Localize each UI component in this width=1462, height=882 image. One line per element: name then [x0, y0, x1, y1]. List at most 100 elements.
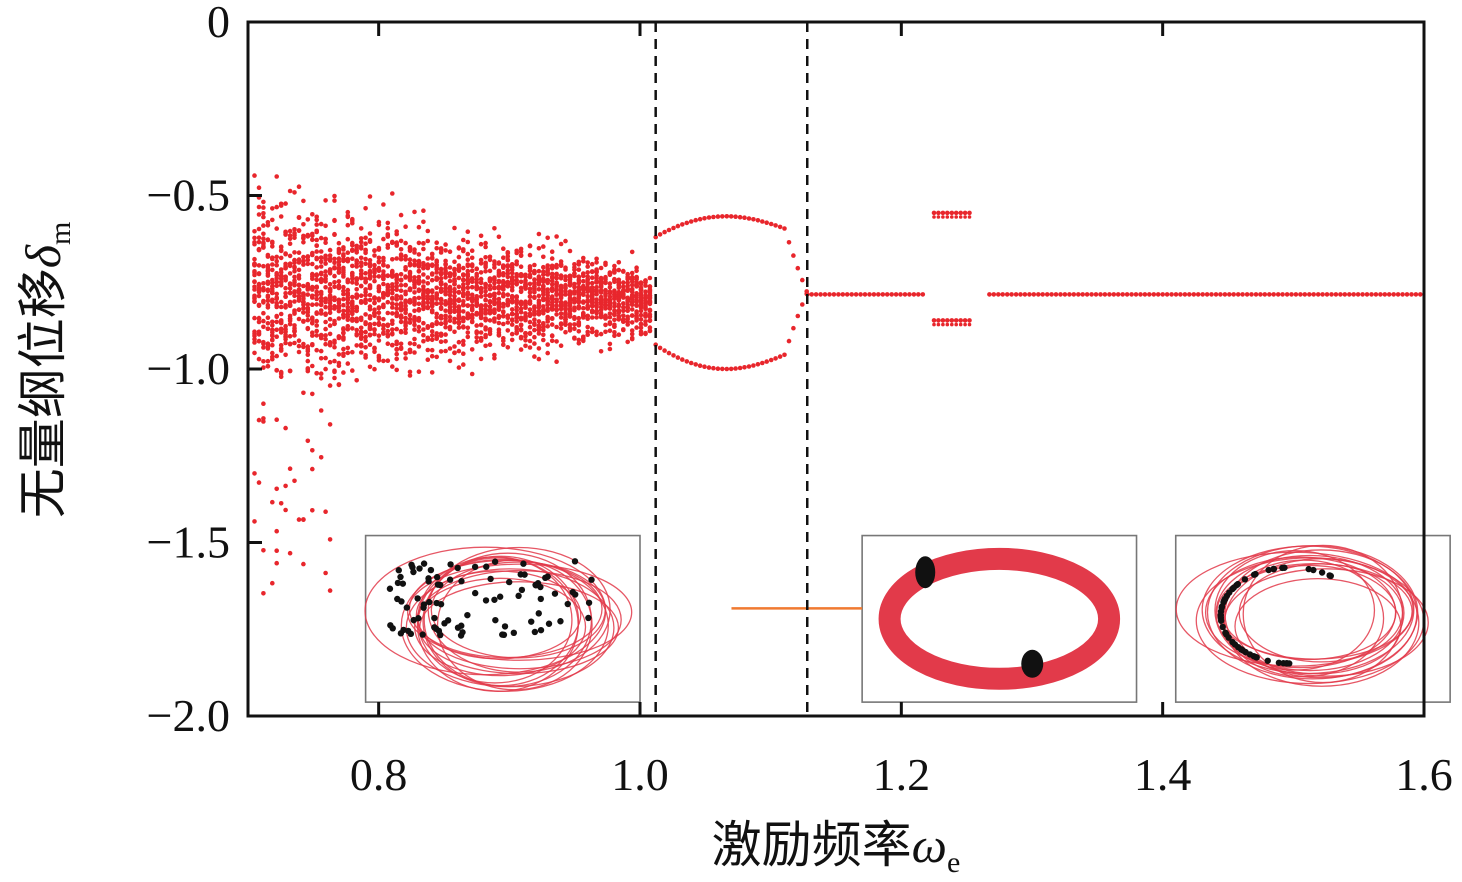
point-88 — [261, 339, 266, 345]
point-2605 — [647, 275, 653, 281]
point-1798 — [514, 304, 519, 310]
poincare-cluster-a — [915, 556, 936, 589]
point-1094 — [407, 316, 413, 322]
point-1252 — [429, 333, 435, 338]
point-402 — [305, 366, 311, 372]
point-2047 — [554, 297, 559, 303]
poincare-point-2-25 — [1253, 654, 1260, 661]
point-2370 — [607, 271, 613, 277]
point-968 — [390, 290, 395, 296]
point-2660 — [755, 362, 761, 367]
point-196 — [278, 255, 284, 261]
point-305 — [292, 227, 297, 232]
point-2035 — [554, 234, 559, 239]
point-686 — [345, 258, 351, 264]
point-1948 — [541, 244, 546, 249]
point-2344 — [603, 287, 608, 293]
point-689 — [345, 304, 351, 310]
point-1910 — [532, 317, 537, 322]
point-529 — [323, 366, 328, 372]
poincare-point-2-49 — [1217, 612, 1224, 619]
point-2674 — [786, 338, 792, 344]
poincare-point-0-9 — [433, 573, 441, 581]
point-60 — [256, 319, 262, 325]
point-954 — [385, 225, 391, 231]
point-1143 — [416, 318, 422, 323]
point-1642 — [492, 226, 497, 231]
point-690 — [350, 326, 355, 331]
point-1520 — [474, 339, 480, 345]
point-2532 — [634, 268, 639, 274]
point-140 — [270, 337, 275, 342]
point-1335 — [443, 275, 448, 280]
poincare-point-0-69 — [410, 616, 417, 624]
point-107 — [265, 237, 271, 242]
poincare-point-0-26 — [446, 576, 454, 583]
point-85 — [261, 591, 266, 596]
point-2802 — [1395, 292, 1401, 297]
point-2227 — [585, 293, 590, 299]
point-761 — [358, 236, 364, 241]
point-2633 — [697, 216, 703, 222]
point-2623 — [675, 223, 681, 229]
point-2686 — [818, 292, 823, 297]
point-995 — [394, 284, 400, 289]
point-1044 — [398, 328, 404, 334]
point-519 — [323, 326, 328, 332]
point-2812 — [936, 210, 941, 216]
point-1734 — [505, 263, 511, 268]
point-2348 — [603, 322, 608, 328]
point-148 — [270, 297, 275, 303]
point-276 — [287, 253, 293, 259]
point-1997 — [545, 299, 550, 305]
point-2318 — [598, 311, 604, 316]
point-2095 — [563, 307, 568, 312]
point-1437 — [461, 338, 466, 344]
point-845 — [372, 270, 377, 276]
point-1154 — [416, 369, 422, 375]
point-61 — [256, 235, 262, 240]
point-1905 — [532, 283, 537, 289]
point-301 — [292, 269, 297, 274]
point-149 — [270, 277, 275, 283]
point-261 — [287, 290, 293, 296]
point-1237 — [429, 370, 435, 375]
point-2603 — [647, 299, 653, 304]
point-2422 — [616, 290, 622, 295]
point-1288 — [438, 297, 444, 303]
point-840 — [367, 194, 373, 199]
point-1941 — [536, 277, 542, 283]
point-1589 — [483, 343, 488, 349]
point-799 — [363, 241, 368, 246]
orbit-2-13 — [1224, 549, 1418, 679]
point-639 — [341, 269, 346, 275]
point-2645 — [724, 214, 730, 219]
point-418 — [310, 212, 315, 217]
point-2687 — [822, 292, 828, 297]
point-678 — [345, 361, 351, 366]
point-220 — [278, 343, 284, 348]
point-2643 — [720, 214, 725, 219]
point-1313 — [438, 301, 444, 306]
point-1463 — [465, 251, 471, 257]
point-2826 — [949, 318, 955, 323]
point-2778 — [1289, 292, 1294, 297]
point-675 — [345, 309, 351, 314]
point-14 — [252, 235, 257, 241]
point-1477 — [465, 278, 471, 283]
point-2481 — [625, 314, 630, 320]
point-1810 — [518, 322, 524, 328]
poincare-point-0-79 — [537, 595, 545, 603]
point-1509 — [469, 284, 475, 290]
point-2360 — [607, 314, 613, 320]
poincare-point-0-74 — [534, 580, 542, 587]
point-2843 — [967, 322, 972, 327]
point-421 — [310, 448, 315, 453]
point-2842 — [967, 318, 972, 323]
point-1930 — [536, 308, 542, 314]
point-1270 — [434, 354, 440, 360]
point-1080 — [403, 253, 408, 259]
point-557 — [327, 289, 333, 294]
point-1846 — [523, 311, 528, 316]
point-1929 — [536, 246, 542, 251]
